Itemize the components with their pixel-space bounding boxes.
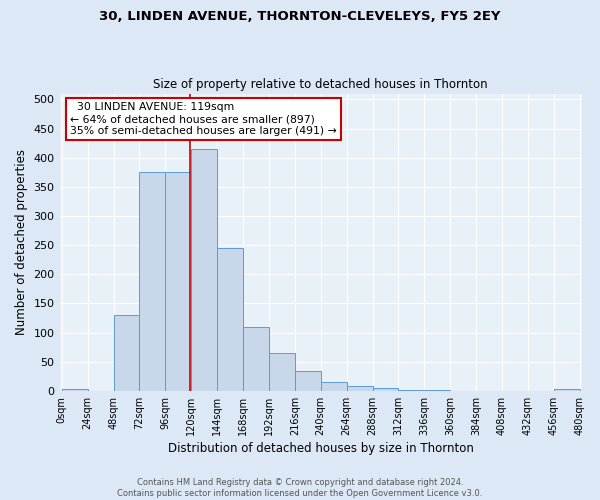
Bar — [424, 390, 450, 391]
Bar — [166, 172, 191, 391]
Bar — [295, 370, 321, 391]
Bar — [398, 390, 424, 391]
Bar — [191, 149, 217, 391]
Bar — [321, 382, 347, 391]
Bar — [347, 386, 373, 391]
Bar — [62, 389, 88, 391]
Bar — [554, 389, 580, 391]
Text: 30, LINDEN AVENUE, THORNTON-CLEVELEYS, FY5 2EY: 30, LINDEN AVENUE, THORNTON-CLEVELEYS, F… — [99, 10, 501, 23]
Text: Contains HM Land Registry data © Crown copyright and database right 2024.
Contai: Contains HM Land Registry data © Crown c… — [118, 478, 482, 498]
Bar — [373, 388, 398, 391]
Bar — [217, 248, 243, 391]
Bar — [113, 315, 139, 391]
Bar — [139, 172, 166, 391]
Bar — [269, 353, 295, 391]
Title: Size of property relative to detached houses in Thornton: Size of property relative to detached ho… — [154, 78, 488, 91]
Bar — [243, 327, 269, 391]
X-axis label: Distribution of detached houses by size in Thornton: Distribution of detached houses by size … — [168, 442, 473, 455]
Y-axis label: Number of detached properties: Number of detached properties — [15, 149, 28, 335]
Text: 30 LINDEN AVENUE: 119sqm  
← 64% of detached houses are smaller (897)
35% of sem: 30 LINDEN AVENUE: 119sqm ← 64% of detach… — [70, 102, 337, 136]
